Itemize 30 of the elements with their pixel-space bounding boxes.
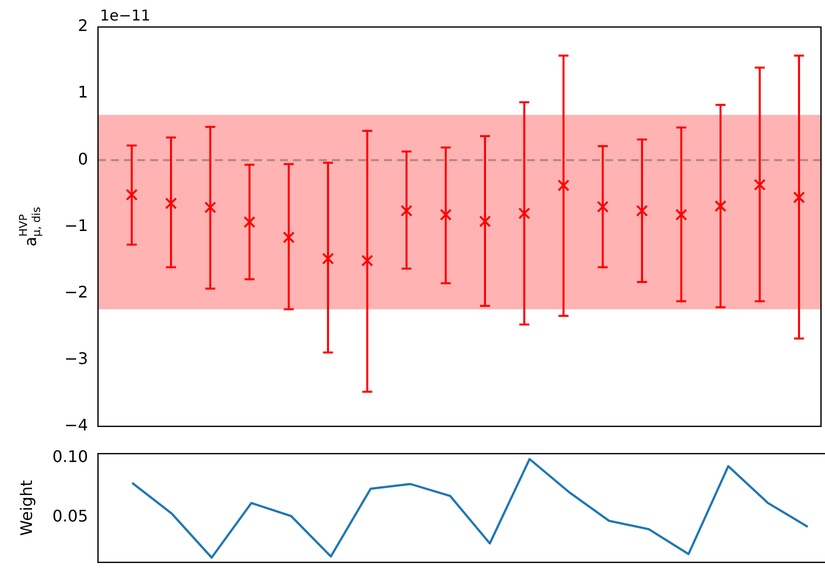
text: 1e−11 bbox=[100, 6, 150, 24]
y-tick-label: 0.10 bbox=[52, 447, 88, 466]
y-tick-label: −3 bbox=[64, 348, 88, 368]
y-tick-label: −1 bbox=[64, 216, 88, 235]
point bbox=[479, 215, 491, 228]
y-axis-title: aμ, disHVP bbox=[17, 206, 43, 246]
point bbox=[322, 252, 334, 265]
point bbox=[400, 204, 412, 217]
y-axis-title: Weight bbox=[17, 480, 36, 536]
point bbox=[518, 207, 530, 220]
point bbox=[440, 208, 452, 221]
point bbox=[165, 197, 177, 210]
y-tick-label: −2 bbox=[64, 282, 88, 302]
point bbox=[361, 254, 374, 267]
y-tick-label: 2 bbox=[78, 16, 88, 36]
y-tick-label: 0 bbox=[78, 149, 88, 168]
point bbox=[244, 216, 256, 228]
point bbox=[714, 200, 726, 212]
point bbox=[126, 188, 138, 201]
point bbox=[754, 178, 766, 191]
y-tick-label: 1 bbox=[78, 82, 88, 102]
point bbox=[204, 201, 216, 214]
point bbox=[282, 231, 295, 244]
point bbox=[558, 179, 570, 192]
point bbox=[675, 208, 688, 221]
point bbox=[596, 200, 609, 213]
point bbox=[636, 204, 648, 217]
point bbox=[793, 191, 805, 204]
y-tick-label: −4 bbox=[64, 416, 88, 435]
y-tick-label: 0.05 bbox=[52, 506, 88, 526]
